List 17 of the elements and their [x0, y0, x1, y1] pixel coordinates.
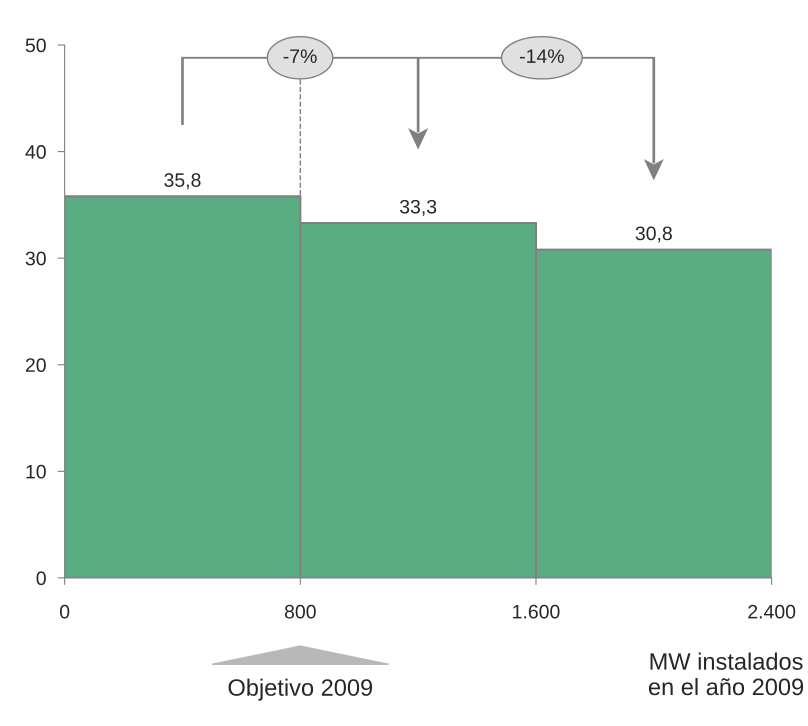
x-axis-title: MW instalados en el año 2009: [648, 652, 804, 696]
x-tick-label: 1.600: [513, 604, 560, 619]
annotation: -14%: [520, 49, 564, 63]
y-tick-label: 30: [26, 252, 46, 266]
data-label: 35,8: [164, 173, 201, 190]
y-tick-label: 10: [26, 464, 46, 479]
data-label: 33,3: [400, 200, 436, 216]
annotation: -7%: [284, 49, 317, 63]
y-tick-label: 40: [25, 145, 46, 159]
y-tick-label: 0: [36, 571, 46, 586]
text: Objetivo 2009: [228, 678, 372, 701]
y-tick-label: 20: [26, 358, 46, 372]
data-label: 30,8: [636, 226, 672, 243]
x-tick-label: 0: [60, 604, 70, 619]
x-tick-label: 2.400: [748, 604, 796, 619]
y-tick-label: 50: [26, 38, 46, 52]
x-tick-label: 800: [284, 604, 316, 619]
